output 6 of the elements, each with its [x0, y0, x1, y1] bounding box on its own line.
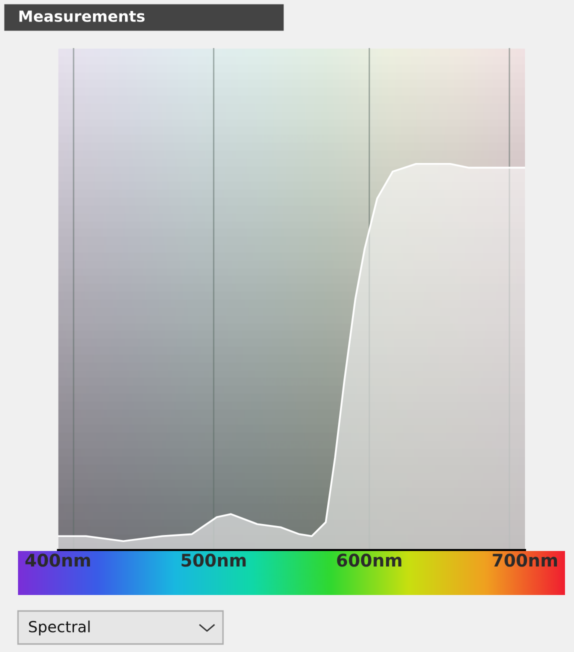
x-tick-label: 600nm [337, 554, 402, 567]
text: Spectral [29, 620, 90, 636]
x-tick-label: 700nm [492, 554, 557, 567]
x-tick-label: 400nm [25, 554, 90, 567]
chart-title: Measurements [19, 10, 145, 22]
x-tick-label: 500nm [182, 554, 246, 567]
